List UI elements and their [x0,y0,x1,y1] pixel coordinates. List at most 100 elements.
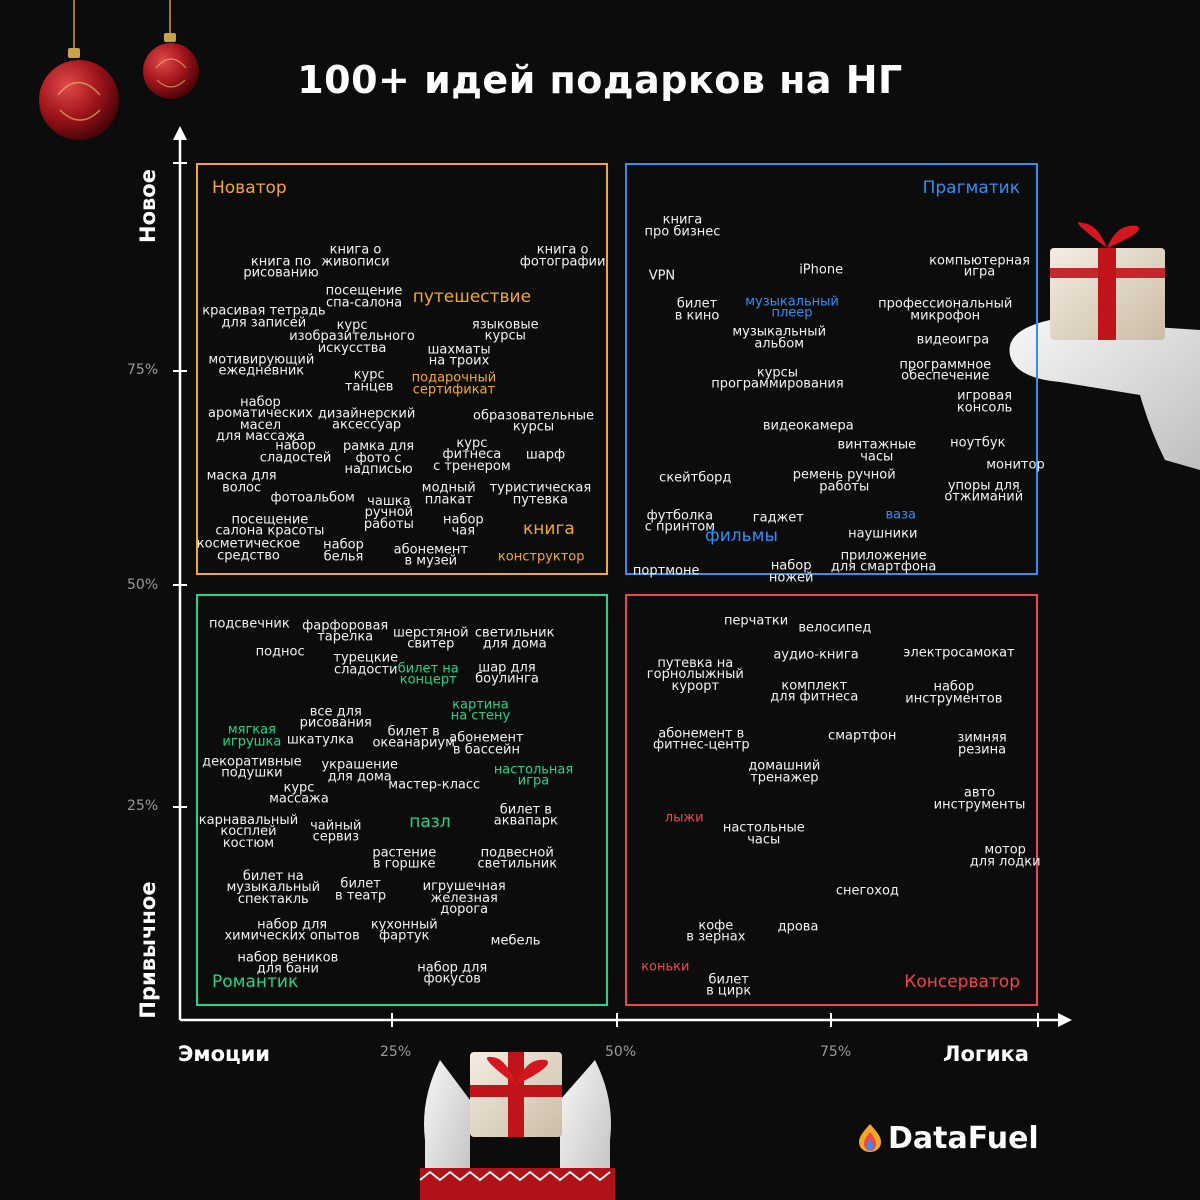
gift-idea-label: набор ножей [768,558,814,586]
gift-idea-label: образовательные курсы [473,408,595,435]
brand-logo: DataFuel [858,1118,1039,1158]
gift-idea-label: курс фитнеса с тренером [433,435,511,474]
gift-idea-label: курс танцев [344,367,394,395]
gift-idea-label: абонемент в бассейн [449,730,524,758]
gift-idea-label: набор веников для бани [237,950,339,977]
ornament-icon [143,0,199,99]
gift-idea-label: набор чая [442,512,484,539]
x-axis-right-label: Логика [943,1042,1029,1066]
quadrant-romantic-label: Романтик [212,972,299,992]
gift-idea-label: авто инструменты [933,785,1026,813]
gift-idea-label: видеокамера [762,418,854,434]
gift-idea-label: наушники [848,526,918,542]
gift-idea-label: зимняя резина [957,730,1007,758]
gift-idea-label: курс массажа [269,780,329,807]
gift-idea-label: туристическая путевка [489,480,592,508]
gift-idea-label: книга по рисованию [243,254,319,281]
gift-idea-label: мебель [490,933,541,949]
gift-idea-label: чашка ручной работы [363,493,414,532]
gift-idea-label: приложение для смартфона [830,548,937,575]
gift-idea-label: игровая консоль [956,388,1013,416]
gift-idea-label: карнавальный косплей костюм [198,812,299,851]
gift-idea-label: упоры для отжиманий [944,478,1024,505]
gift-idea-label: набор сладостей [259,438,332,466]
gift-idea-label: музыкальный плеер [745,294,839,321]
y-tick-label: 25% [127,798,159,814]
gift-idea-label: конструктор [497,549,585,565]
gift-idea-label: путешествие [412,287,532,308]
gift-idea-label: гаджет [752,510,804,526]
gift-idea-label: украшение для дома [321,757,399,785]
gift-idea-label: путевка на горнолыжный курорт [646,655,744,694]
gift-idea-label: настольная игра [493,762,574,789]
quadrant-pragmatist-label: Прагматик [922,178,1020,198]
gift-idea-label: дизайнерский аксессуар [317,406,416,433]
gift-idea-label: настольные часы [722,820,805,848]
gift-idea-label: электросамокат [903,645,1015,661]
gift-idea-label: набор для химических опытов [224,917,360,944]
gift-box-icon [419,1052,615,1200]
ornament-icon [39,0,119,140]
gift-idea-label: комплект для фитнеса [770,678,859,705]
gift-idea-label: скейтборд [659,470,732,485]
gift-idea-label: iPhone [799,262,844,278]
gift-idea-label: чайный сервиз [310,818,362,845]
gift-idea-label: книга [523,518,575,539]
x-tick-label: 75% [820,1044,852,1060]
gift-idea-label: ноутбук [950,434,1006,450]
gift-idea-label: курс изобразительного искусства [289,317,415,356]
gift-idea-label: ваза [885,506,917,522]
page-title: 100+ идей подарков на НГ [297,58,903,102]
gift-idea-label: курсы программирования [711,365,844,392]
gift-idea-label: подсвечник [208,616,290,632]
gift-idea-label: растение в горшке [372,845,437,872]
gift-idea-label: пазл [409,812,451,833]
gift-idea-label: музыкальный альбом [732,324,827,352]
gift-idea-label: книга о живописи [321,242,390,270]
gift-idea-label: шахматы на троих [427,342,491,369]
gift-idea-label: футболка с принтом [644,508,716,535]
gift-idea-label: программное обеспечение [899,357,992,384]
gift-idea-label: дрова [777,919,819,935]
gift-idea-label: VPN [648,268,676,284]
gift-idea-label: коньки [641,958,690,974]
y-axis-top-label: Новое [136,169,160,243]
gift-idea-label: кофе в зернах [686,918,746,945]
quadrant-pragmatist-box [625,163,1038,575]
gift-idea-label: портмоне [632,562,700,578]
gift-idea-label: подвесной светильник [477,845,558,872]
quadrant-romantic-box [196,594,608,1006]
gift-idea-label: книга про бизнес [644,212,721,240]
gift-idea-label: светильник для дома [474,625,555,652]
gift-idea-label: профессиональный микрофон [878,296,1013,324]
gift-idea-label: шкатулка [286,731,354,747]
quadrant-conservative-box [625,594,1038,1006]
gift-idea-label: косметическое средство [196,536,301,564]
gift-idea-label: монитор [986,456,1045,472]
gift-idea-label: декоративные подушки [202,754,302,781]
quadrant-innovator-box [196,163,608,575]
gift-idea-label: билет в аквапарк [493,802,558,829]
gift-idea-label: винтажные часы [837,437,917,465]
gift-idea-label: абонемент в фитнес-центр [652,726,750,753]
gift-idea-label: мастер-класс [388,777,481,793]
gift-idea-label: фотоальбом [270,490,355,506]
gift-idea-label: билет в театр [335,876,387,904]
gift-idea-label: все для рисования [299,704,372,731]
datafuel-logo-icon [859,1124,881,1152]
x-axis-left-label: Эмоции [178,1042,270,1066]
x-tick-label: 50% [605,1044,637,1060]
gift-idea-label: домашний тренажер [748,758,821,786]
chart-axes [173,126,1072,1027]
gift-idea-label: билет на музыкальный спектакль [226,868,321,907]
y-axis-bottom-label: Привычное [136,881,160,1019]
gift-idea-label: посещение салона красоты [215,512,325,539]
gift-idea-label: снегоход [835,883,899,899]
gift-idea-label: мотивирующий ежедневник [208,352,315,379]
gift-idea-label: билет на концерт [397,661,459,688]
gift-idea-label: красивая тетрадь для записей [202,303,326,331]
gift-idea-label: кухонный фартук [370,917,438,944]
gift-idea-label: компьютерная игра [929,253,1030,280]
quadrant-conservative-label: Консерватор [904,972,1020,992]
